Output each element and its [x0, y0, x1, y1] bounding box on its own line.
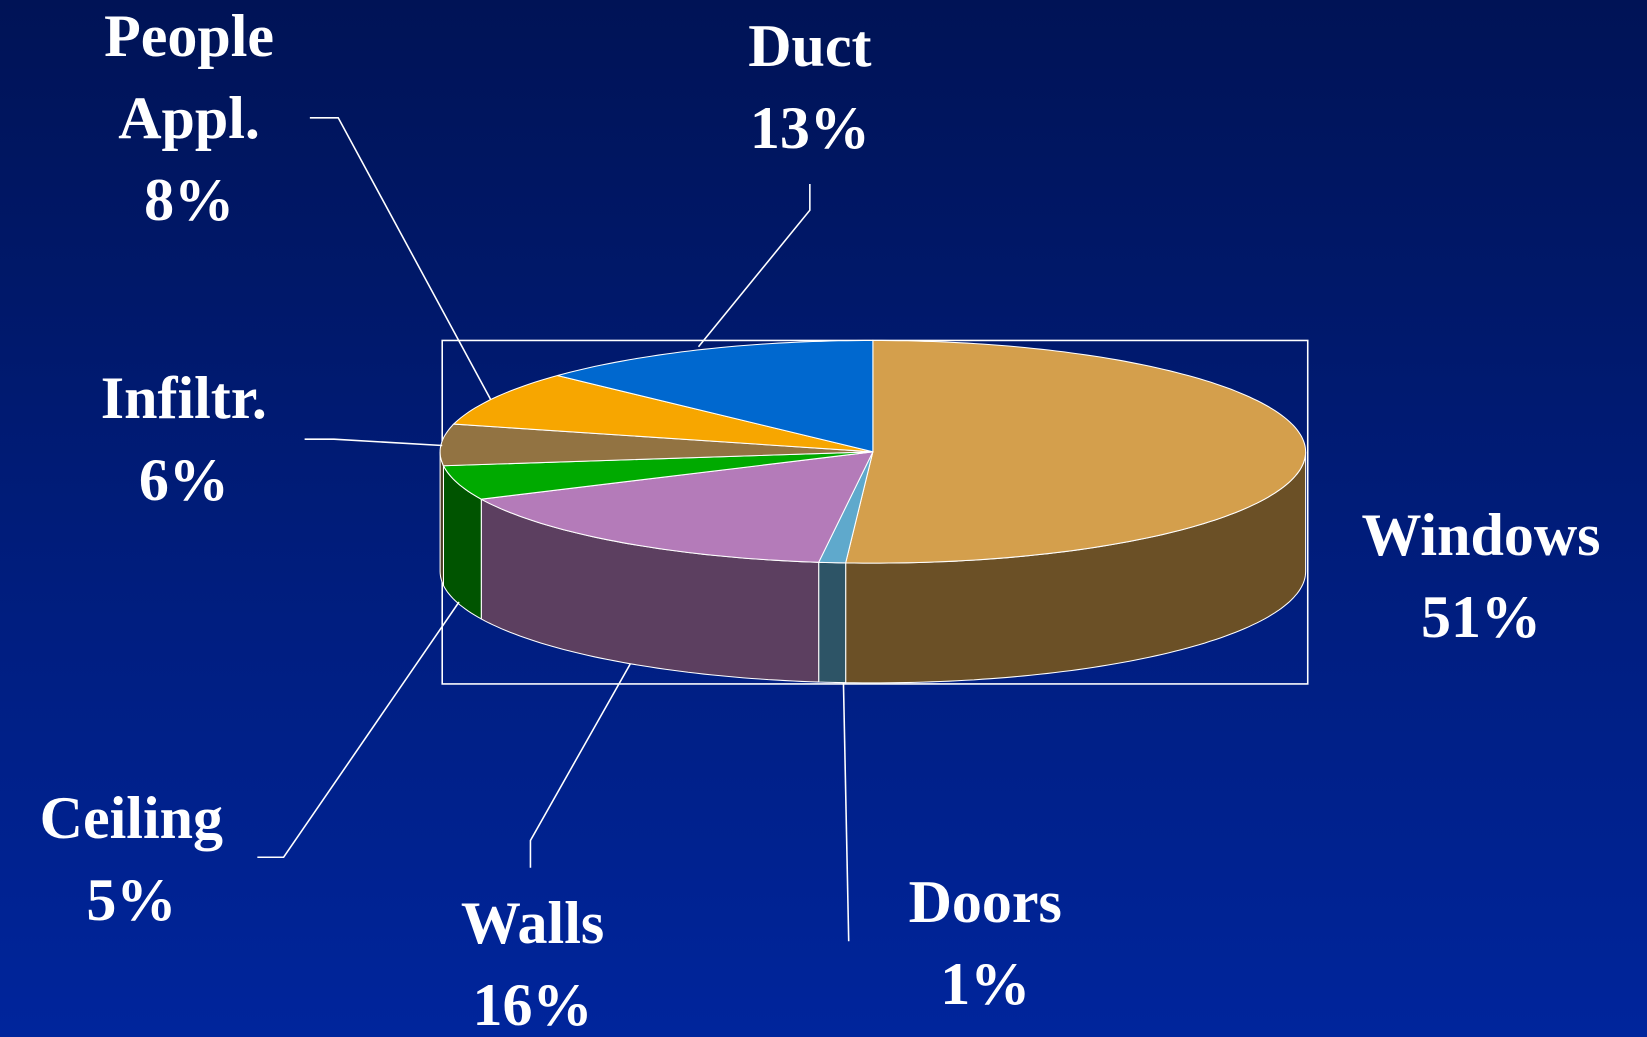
slice-label: People Appl. 8% — [64, 0, 314, 241]
leader-line — [304, 438, 443, 447]
value-label: 6% — [138, 447, 229, 514]
slice-top — [452, 375, 873, 453]
slice-label: Duct 13% — [610, 5, 1010, 169]
category-name: Doors — [908, 869, 1062, 936]
value-label: 16% — [472, 972, 593, 1037]
slice-side — [439, 451, 444, 586]
leader-line — [529, 663, 631, 868]
category-name: Walls — [460, 890, 605, 957]
leader-line — [697, 183, 811, 348]
slice-top — [557, 339, 874, 453]
category-name: Ceiling — [39, 785, 223, 852]
slice-top — [844, 339, 1307, 564]
slice-top — [442, 451, 873, 500]
leader-line — [309, 116, 492, 400]
slice-label: Windows 51% — [1281, 494, 1647, 658]
slice-side — [818, 561, 847, 684]
value-label: 5% — [86, 867, 177, 934]
value-label: 1% — [940, 951, 1031, 1018]
slice-label: Doors 1% — [785, 861, 1185, 1025]
value-label: 51% — [1421, 583, 1542, 650]
category-name: Infiltr. — [100, 365, 267, 432]
slice-top — [479, 451, 874, 563]
category-name: Duct — [748, 13, 872, 80]
value-label: 13% — [749, 95, 870, 162]
leader-line — [842, 682, 850, 942]
slice-label: Infiltr. 6% — [0, 357, 384, 521]
category-name: Windows — [1361, 501, 1601, 568]
slice-label: Ceiling 5% — [0, 777, 331, 941]
slice-label: Walls 16% — [333, 882, 733, 1037]
value-label: 8% — [144, 166, 235, 233]
category-name: People Appl. — [104, 2, 275, 151]
leader-line — [257, 601, 460, 859]
